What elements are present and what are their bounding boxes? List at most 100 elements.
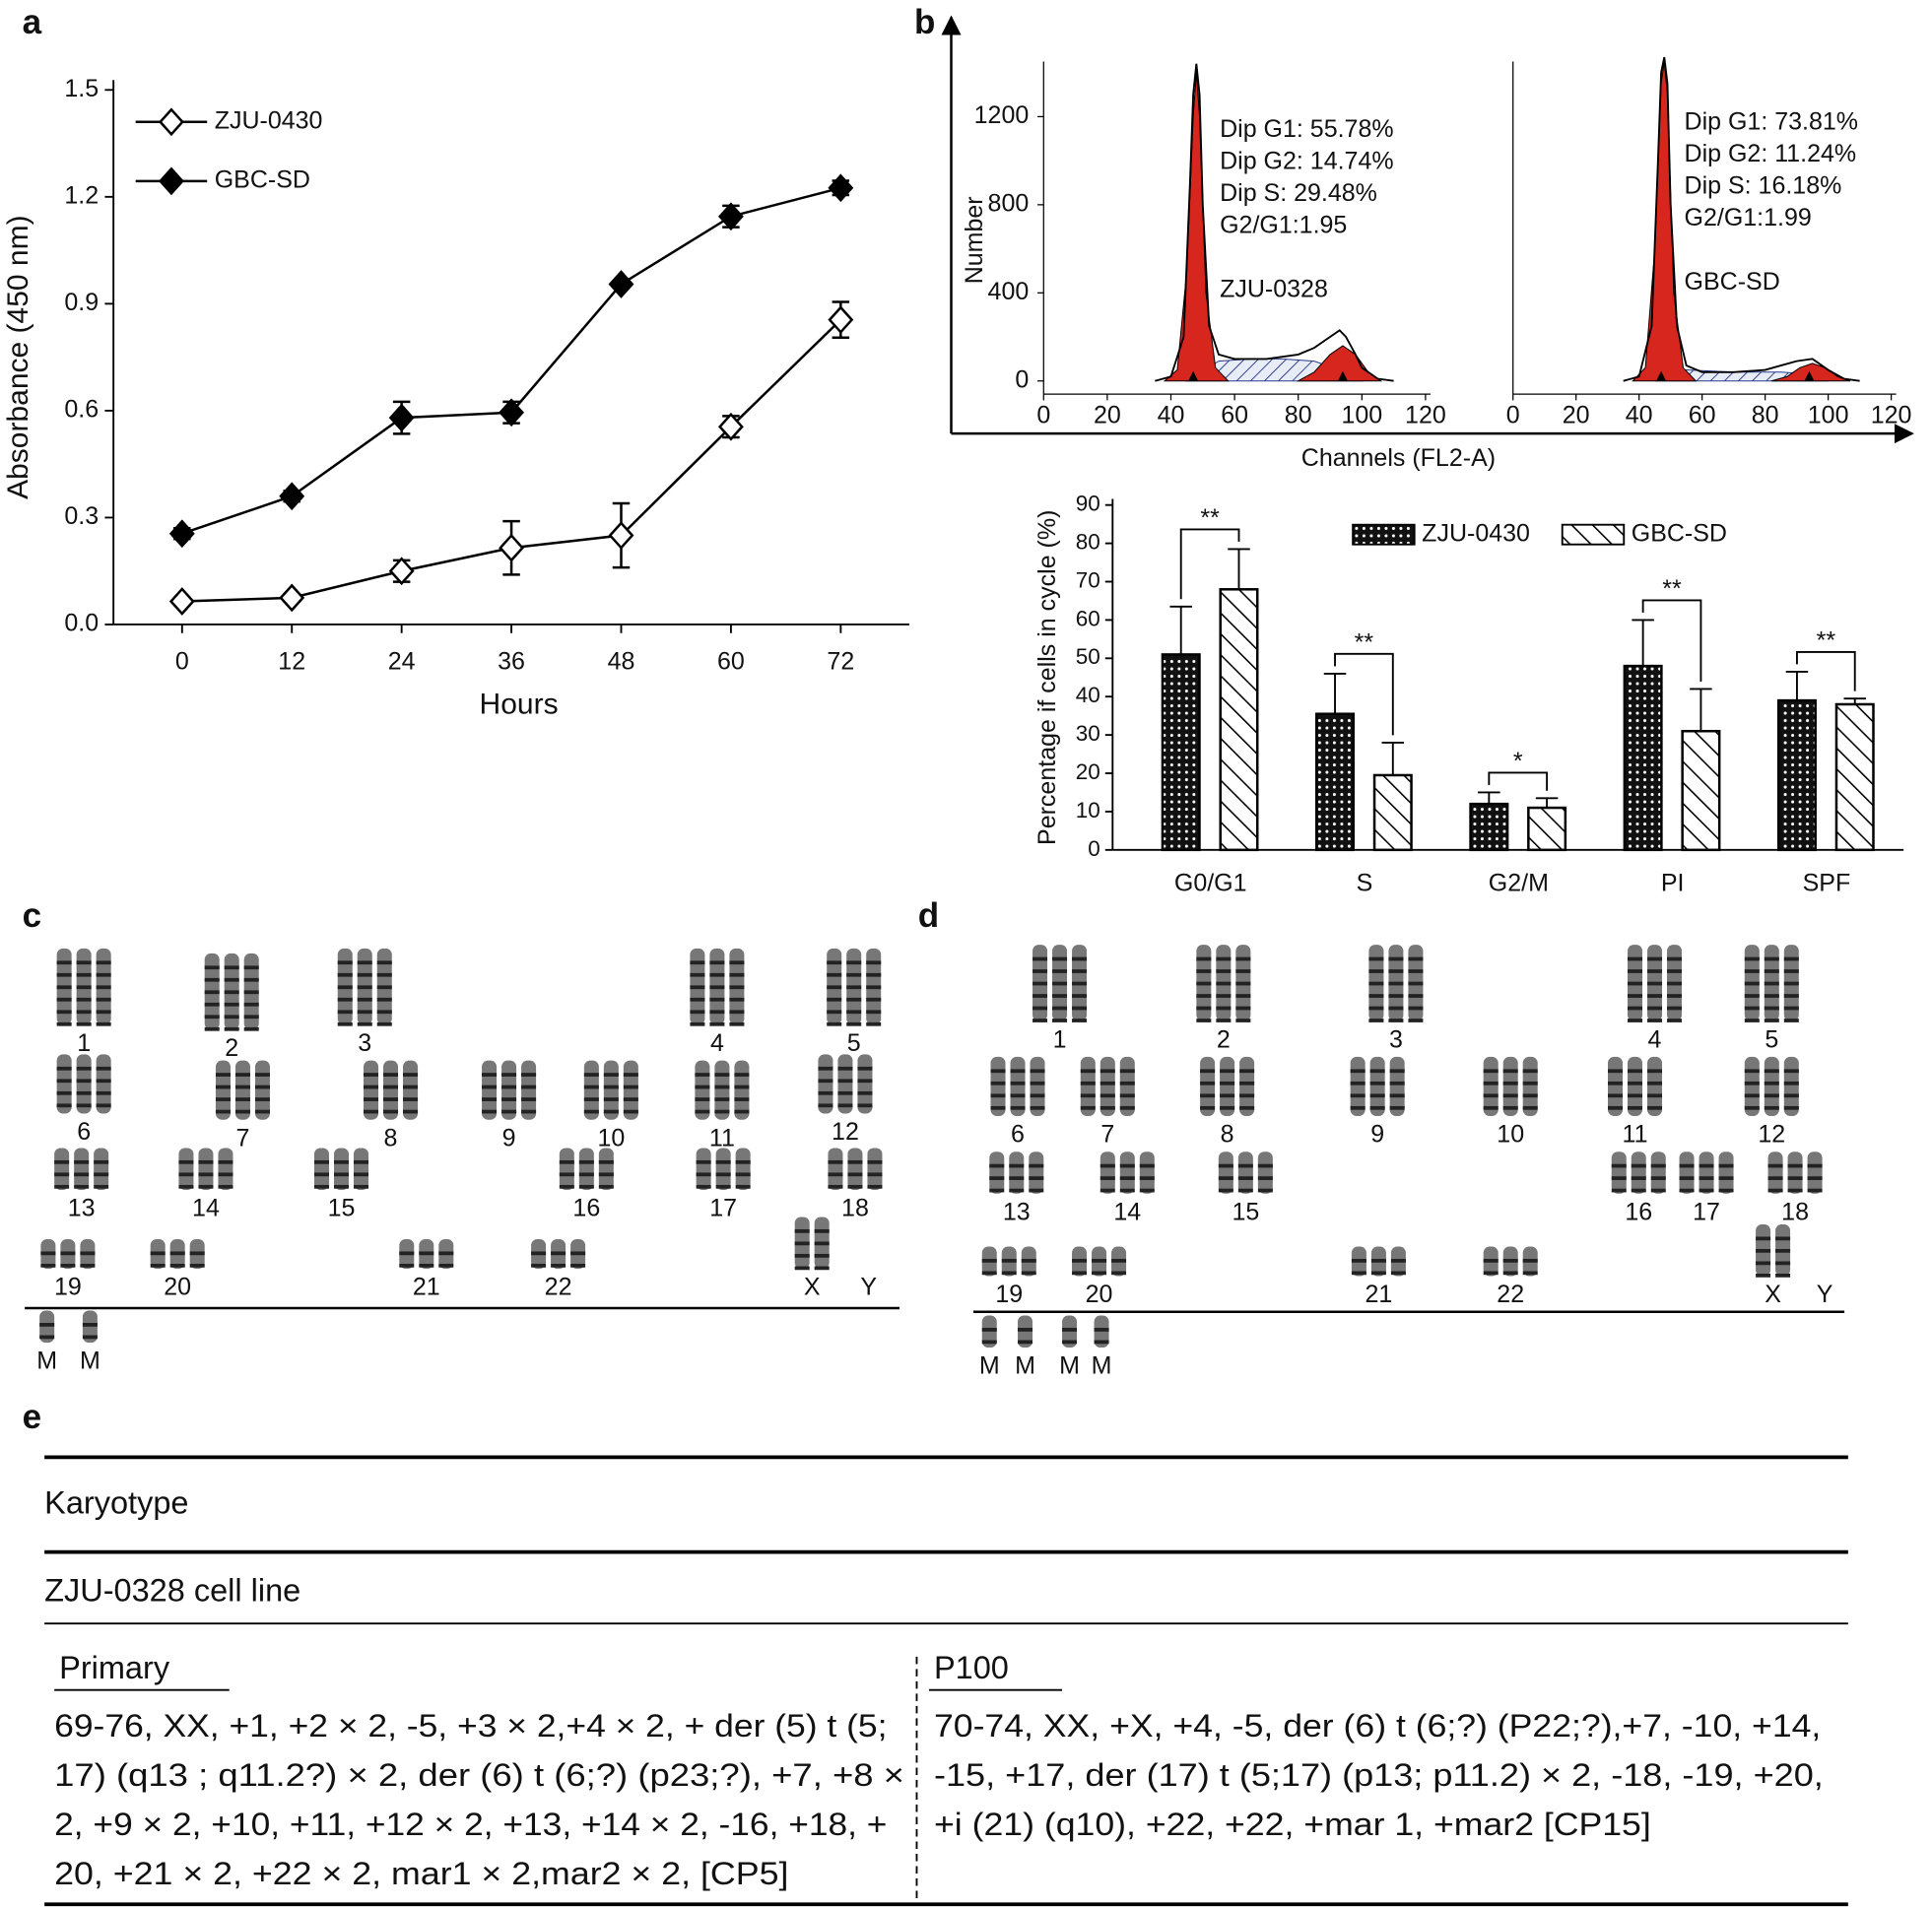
chromosome-band (690, 960, 705, 965)
chromosome-band (1408, 969, 1424, 973)
chromosome-band (224, 1015, 239, 1020)
chromosome-band (690, 985, 705, 990)
chromosome-band (1718, 1163, 1734, 1168)
chromosome-band (1235, 1006, 1251, 1011)
chromosome (1218, 1151, 1233, 1194)
chromosome-band (734, 1109, 750, 1114)
chromosome-band (243, 977, 259, 982)
y-tick-label: 0.9 (64, 289, 99, 316)
chromosome-band (1650, 1163, 1666, 1168)
chromosome-band (1062, 1328, 1078, 1332)
chromosome-band (1390, 1258, 1406, 1263)
chromosome-band (1369, 1069, 1385, 1074)
chromosome-band (438, 1263, 454, 1268)
chromosome-band (1072, 969, 1088, 973)
chromosome-band (1807, 1188, 1823, 1193)
chromosome-band (989, 1176, 1005, 1180)
chromosome-band (729, 960, 745, 965)
chromosome-band (198, 1159, 214, 1164)
error-bar (1785, 670, 1809, 701)
chromosome-band (814, 1228, 830, 1233)
chromosome-band (1010, 1069, 1026, 1074)
chromosome (74, 1148, 90, 1190)
chromosome-band (337, 1021, 353, 1026)
chromosome-band (1522, 1271, 1538, 1276)
chromosome-band (1756, 1261, 1771, 1266)
chromosome-band (695, 1109, 710, 1114)
significance-bracket (1641, 599, 1702, 682)
chromosome-band (224, 977, 239, 982)
chromosome-band (96, 1090, 111, 1095)
chromosome-band (521, 1097, 537, 1101)
chromosome-band (1764, 1093, 1779, 1098)
x-tick-label: 24 (388, 647, 416, 675)
chromosome-band (1350, 1105, 1366, 1110)
chromosome-band (578, 1184, 594, 1189)
chromosome-band (94, 1184, 109, 1189)
y-tick-label: 50 (1076, 644, 1100, 669)
chromosome-label: 4 (710, 1029, 724, 1057)
x-tick-label: 0 (1036, 401, 1050, 428)
chromosome-band (1483, 1069, 1499, 1074)
chromosome-band (419, 1251, 434, 1256)
chromosome-band (1216, 1006, 1232, 1011)
chromosome-band (1033, 1019, 1048, 1022)
chromosome-band (1650, 1188, 1666, 1193)
chromosome-band (357, 985, 372, 990)
chromosome-label: 9 (1370, 1121, 1384, 1149)
chromosome-band (1388, 1006, 1404, 1011)
chromosome-band (1628, 956, 1643, 961)
chromosome-label: 5 (1765, 1025, 1778, 1053)
chromosome-label: 11 (1623, 1121, 1648, 1149)
annotation: Dip G2: 11.24% (1685, 140, 1857, 167)
chromosome-band (1783, 1105, 1799, 1110)
chromosome-band (1235, 981, 1251, 986)
chromosome-band (198, 1172, 214, 1177)
column-title: P100 (934, 1650, 1009, 1685)
chromosome-label: 6 (77, 1118, 91, 1146)
y-axis-label: Absorbance (450 nm) (2, 215, 34, 499)
significance-bracket (1488, 771, 1549, 791)
chromosome-band (1787, 1176, 1803, 1180)
chromosome-label: 2 (1217, 1025, 1231, 1053)
chromosome-band (1764, 994, 1779, 998)
chromosome-band (794, 1253, 810, 1258)
chromosome-band (54, 1159, 70, 1164)
error-bar (1169, 605, 1192, 655)
error-bar (1478, 791, 1500, 805)
chromosome-band (1099, 1105, 1115, 1110)
chromosome-band (56, 1090, 72, 1095)
chromosome-band (224, 990, 239, 995)
chromosome-band (1119, 1081, 1135, 1086)
chromosome-band (1030, 1105, 1045, 1110)
chromosome-band (551, 1263, 566, 1268)
karyotype-text: 17) (q13 ; q11.2?) × 2, der (6) t (6;?) … (54, 1757, 904, 1793)
chromosome-band (1756, 1248, 1771, 1253)
chromosome-band (714, 1085, 730, 1089)
chromosome-band (1388, 1019, 1404, 1022)
chromosome-band (846, 960, 862, 965)
chromosome-band (1139, 1188, 1155, 1193)
chromosome-band (337, 960, 353, 965)
chromosome-band (1667, 994, 1683, 998)
y-tick-label: 80 (1076, 530, 1100, 555)
chromosome-band (818, 1103, 833, 1108)
chromosome-band (56, 985, 72, 990)
chromosome-band (729, 1010, 745, 1015)
chromosome-band (96, 1103, 111, 1108)
annotation: G2/G1:1.99 (1685, 204, 1812, 231)
bar (1315, 712, 1356, 852)
chromosome-band (1787, 1163, 1803, 1168)
bar (1161, 653, 1201, 852)
chromosome-label: 3 (358, 1029, 371, 1057)
chromosome-band (521, 1085, 537, 1089)
chromosome-band (1072, 994, 1088, 998)
chromosome-band (438, 1251, 454, 1256)
chromosome-band (254, 1097, 270, 1101)
chromosome-band (383, 1109, 399, 1114)
chromosome-band (827, 997, 842, 1002)
chromosome-band (1744, 1081, 1760, 1086)
chromosome-band (54, 1172, 70, 1177)
data-point (168, 519, 195, 549)
